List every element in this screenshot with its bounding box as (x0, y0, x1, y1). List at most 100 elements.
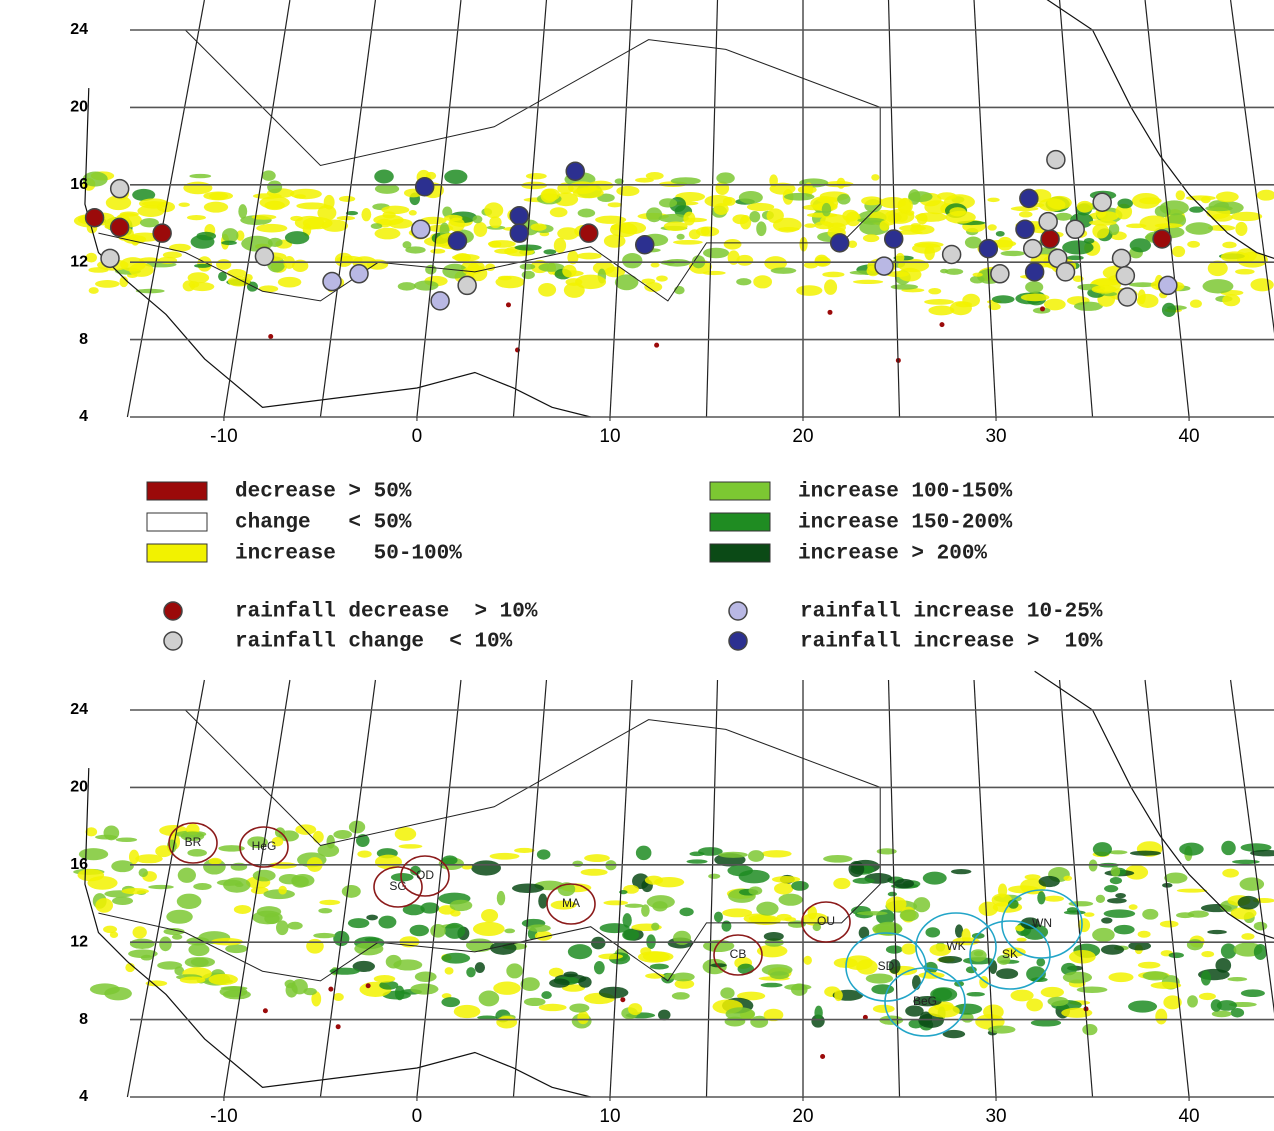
station (885, 230, 903, 248)
vegetation-patch (444, 170, 467, 184)
station (111, 218, 129, 236)
vegetation-patch (172, 934, 182, 940)
vegetation-patch (177, 894, 202, 909)
vegetation-patch (581, 869, 608, 876)
vegetation-patch (1238, 896, 1259, 910)
vegetation-patch (1021, 294, 1050, 302)
vegetation-patch (539, 1004, 567, 1011)
decrease-patch (1040, 306, 1045, 311)
vegetation-patch (895, 212, 908, 222)
vegetation-patch (1232, 860, 1260, 864)
vegetation-patch (877, 848, 897, 854)
vegetation-patch (879, 220, 889, 231)
station (1118, 288, 1136, 306)
vegetation-patch (703, 248, 729, 259)
vegetation-patch (1222, 294, 1240, 306)
vegetation-patch (642, 278, 656, 283)
vegetation-patch (896, 253, 905, 262)
vegetation-patch (1139, 197, 1161, 204)
vegetation-patch (983, 1004, 1004, 1019)
vegetation-patch (512, 884, 544, 893)
y-tick-label: 8 (79, 1011, 88, 1028)
station (943, 245, 961, 263)
vegetation-patch (111, 860, 134, 872)
vegetation-patch (278, 277, 302, 288)
vegetation-patch (286, 983, 298, 998)
station (1159, 276, 1177, 294)
decrease-patch (827, 310, 832, 315)
vegetation-patch (756, 902, 778, 916)
station (1113, 249, 1131, 267)
decrease-patch (328, 987, 333, 992)
vegetation-patch (489, 216, 501, 228)
vegetation-patch (527, 924, 550, 931)
vegetation-patch (414, 281, 439, 291)
x-tick-label: 40 (1178, 426, 1199, 447)
vegetation-patch (837, 178, 846, 189)
vegetation-patch (1092, 285, 1117, 294)
vegetation-patch (641, 904, 650, 916)
vegetation-patch (112, 897, 133, 905)
vegetation-patch (1077, 201, 1093, 213)
legend-label: increase 100-150% (798, 481, 1013, 504)
vegetation-patch (450, 900, 473, 911)
region-label: OU (817, 914, 835, 928)
station (448, 232, 466, 250)
vegetation-patch (225, 944, 247, 953)
vegetation-patch (891, 284, 918, 290)
vegetation-patch (139, 198, 168, 208)
vegetation-patch (722, 908, 752, 917)
x-tick-label: 0 (412, 426, 423, 447)
vegetation-patch (324, 195, 335, 210)
meridian (610, 0, 632, 417)
vegetation-patch (448, 218, 465, 232)
vegetation-patch (235, 883, 244, 887)
vegetation-patch (262, 170, 276, 180)
vegetation-patch (95, 898, 113, 913)
vegetation-patch (496, 1016, 517, 1029)
vegetation-patch (1063, 876, 1072, 881)
vegetation-patch (749, 211, 760, 222)
vegetation-patch (441, 953, 470, 964)
vegetation-patch (361, 208, 371, 221)
vegetation-patch (1117, 199, 1133, 209)
vegetation-patch (950, 301, 972, 315)
vegetation-patch (842, 210, 858, 222)
vegetation-patch (724, 239, 742, 250)
vegetation-patch (1199, 993, 1216, 1000)
legend-marker (729, 632, 747, 650)
vegetation-patch (95, 835, 117, 840)
vegetation-patch (679, 908, 693, 917)
vegetation-patch (330, 968, 360, 975)
vegetation-patch (1205, 206, 1233, 212)
vegetation-patch (1187, 241, 1200, 248)
vegetation-patch (1128, 1000, 1157, 1012)
vegetation-patch (767, 208, 784, 223)
vegetation-patch (863, 234, 879, 242)
legend-marker (164, 632, 182, 650)
station (510, 224, 528, 242)
vegetation-patch (445, 967, 454, 974)
vegetation-patch (568, 181, 597, 194)
vegetation-patch (1036, 958, 1045, 967)
vegetation-patch (490, 853, 520, 860)
vegetation-patch (374, 170, 394, 184)
vegetation-patch (473, 215, 483, 223)
vegetation-patch (1111, 866, 1120, 876)
vegetation-patch (623, 913, 632, 928)
vegetation-patch (873, 1005, 895, 1013)
vegetation-patch (228, 276, 251, 286)
vegetation-patch (616, 186, 639, 196)
vegetation-patch (1104, 885, 1118, 892)
vegetation-patch (672, 992, 690, 1000)
vegetation-patch (374, 975, 395, 983)
vegetation-patch (912, 975, 921, 990)
vegetation-patch (276, 920, 288, 935)
vegetation-patch (1164, 872, 1187, 883)
vegetation-patch (568, 944, 592, 959)
vegetation-patch (622, 253, 642, 268)
vegetation-patch (257, 906, 281, 917)
vegetation-patch (1177, 889, 1207, 893)
vegetation-patch (1092, 928, 1115, 942)
meridian (1145, 680, 1189, 1097)
